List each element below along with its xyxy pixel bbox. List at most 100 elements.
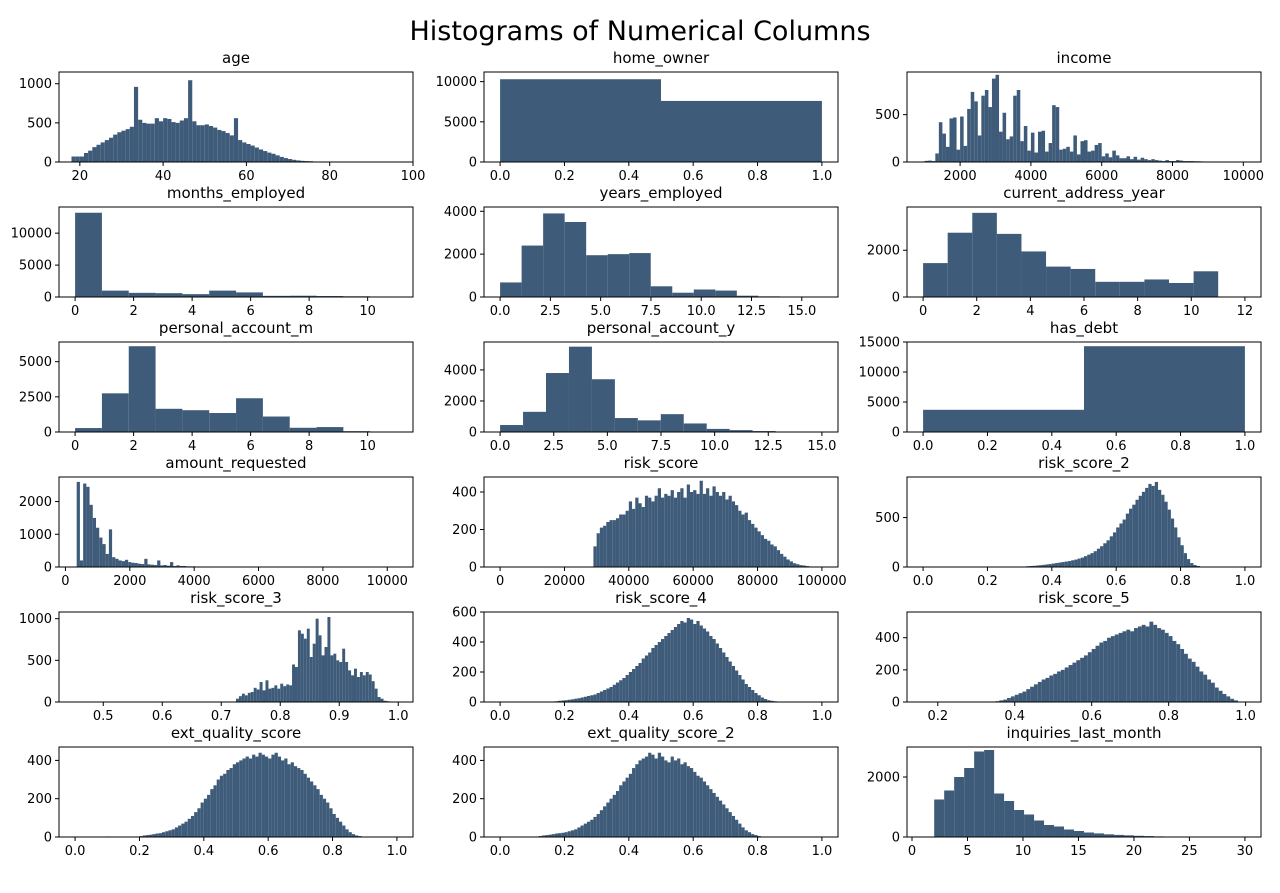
bar: [295, 667, 298, 702]
bars-income: [924, 74, 1244, 162]
bar: [128, 292, 156, 297]
y-tick-label: 1000: [19, 612, 52, 627]
bar: [274, 685, 278, 702]
y-tick-label: 200: [452, 666, 477, 681]
bar: [1122, 631, 1127, 702]
bar: [342, 825, 346, 837]
bar: [223, 773, 227, 837]
bar: [89, 504, 93, 567]
bar: [648, 497, 652, 568]
bar: [271, 754, 275, 837]
bar: [236, 398, 263, 432]
bar: [641, 758, 645, 837]
bar: [1161, 494, 1165, 567]
bar: [568, 346, 592, 432]
bar: [1147, 160, 1152, 162]
bar: [96, 144, 101, 162]
bar: [238, 696, 242, 702]
bar: [182, 294, 210, 297]
bar: [1059, 149, 1063, 162]
panel-home-owner: home_owner 0.0 0.2 0.4 0.6 0.8 1.0 0 5000 10000: [436, 49, 839, 184]
bar: [1094, 144, 1099, 162]
bar: [339, 662, 343, 702]
bar: [686, 618, 690, 702]
panel-title: age: [222, 49, 250, 67]
x-tick-label: 7.5: [651, 439, 672, 454]
bar: [1129, 508, 1133, 567]
y-tick-label: 0: [44, 561, 52, 576]
bar: [336, 660, 340, 702]
bar: [699, 777, 703, 837]
bar: [99, 537, 103, 567]
bar: [1049, 675, 1054, 702]
axes-frame: [58, 611, 414, 703]
bar: [182, 410, 210, 432]
bar: [689, 492, 694, 567]
bar: [1030, 132, 1035, 162]
x-tick-label: 10: [1183, 304, 1200, 319]
y-tick-label: 0: [44, 831, 52, 846]
bar: [1101, 156, 1106, 162]
bar: [954, 777, 965, 837]
bar: [1116, 527, 1120, 567]
bar: [300, 633, 304, 702]
x-tick-label: 10: [359, 304, 376, 319]
bar: [577, 698, 581, 702]
bar: [638, 503, 642, 567]
bar: [1140, 157, 1145, 162]
bar: [158, 833, 162, 837]
bar: [1048, 143, 1053, 162]
bar: [232, 764, 236, 837]
bar: [300, 769, 304, 837]
bar: [145, 835, 150, 837]
bar: [210, 789, 214, 837]
bar: [783, 556, 787, 567]
bar: [142, 122, 147, 162]
bar: [1190, 563, 1194, 567]
bar: [670, 756, 674, 837]
bar: [255, 756, 259, 837]
bar: [277, 688, 281, 702]
bar: [327, 617, 331, 702]
x-tick-label: 0.6: [1106, 574, 1127, 589]
bar: [242, 758, 246, 837]
y-tick-label: 1000: [19, 528, 52, 543]
bar: [712, 639, 716, 702]
bar: [268, 758, 272, 837]
x-tick-label: 40000: [608, 574, 649, 589]
bars-personal-account-y: [500, 346, 822, 432]
bar: [994, 793, 1005, 837]
x-tick-label: 8000: [306, 574, 339, 589]
x-tick-label: 5: [963, 844, 971, 859]
bar: [606, 688, 610, 702]
y-tick-label: 4000: [444, 363, 477, 378]
bar: [1030, 686, 1034, 702]
bar: [1184, 653, 1188, 702]
x-tick-label: 0.0: [65, 844, 86, 859]
panel-risk-score-2: risk_score_2 0.0 0.2 0.4 0.6 0.8 1.0 0 500: [875, 454, 1262, 589]
bar: [213, 127, 218, 162]
bar: [125, 129, 130, 162]
bar: [253, 687, 257, 702]
x-tick-label: 0.6: [683, 844, 704, 859]
bar: [1110, 636, 1115, 702]
bar: [1084, 140, 1088, 162]
x-tick-label: 0.2: [977, 574, 998, 589]
bar: [696, 775, 700, 837]
bar: [1203, 674, 1208, 702]
bar: [155, 833, 159, 837]
bar: [596, 814, 600, 837]
bar: [281, 760, 285, 837]
bar: [744, 830, 748, 837]
x-tick-label: 15.0: [787, 304, 816, 319]
bar: [677, 492, 681, 567]
bar: [609, 687, 613, 702]
bar: [593, 546, 597, 568]
bar: [744, 512, 748, 568]
bar: [712, 792, 716, 837]
bar: [225, 133, 230, 162]
panel-inquiries-last-month: inquiries_last_month 0 5 10 15 20 25 30 0 2000: [867, 724, 1262, 859]
bar: [763, 538, 768, 568]
x-tick-label: 0.6: [1081, 709, 1102, 724]
y-tick-label: 2000: [867, 771, 900, 786]
